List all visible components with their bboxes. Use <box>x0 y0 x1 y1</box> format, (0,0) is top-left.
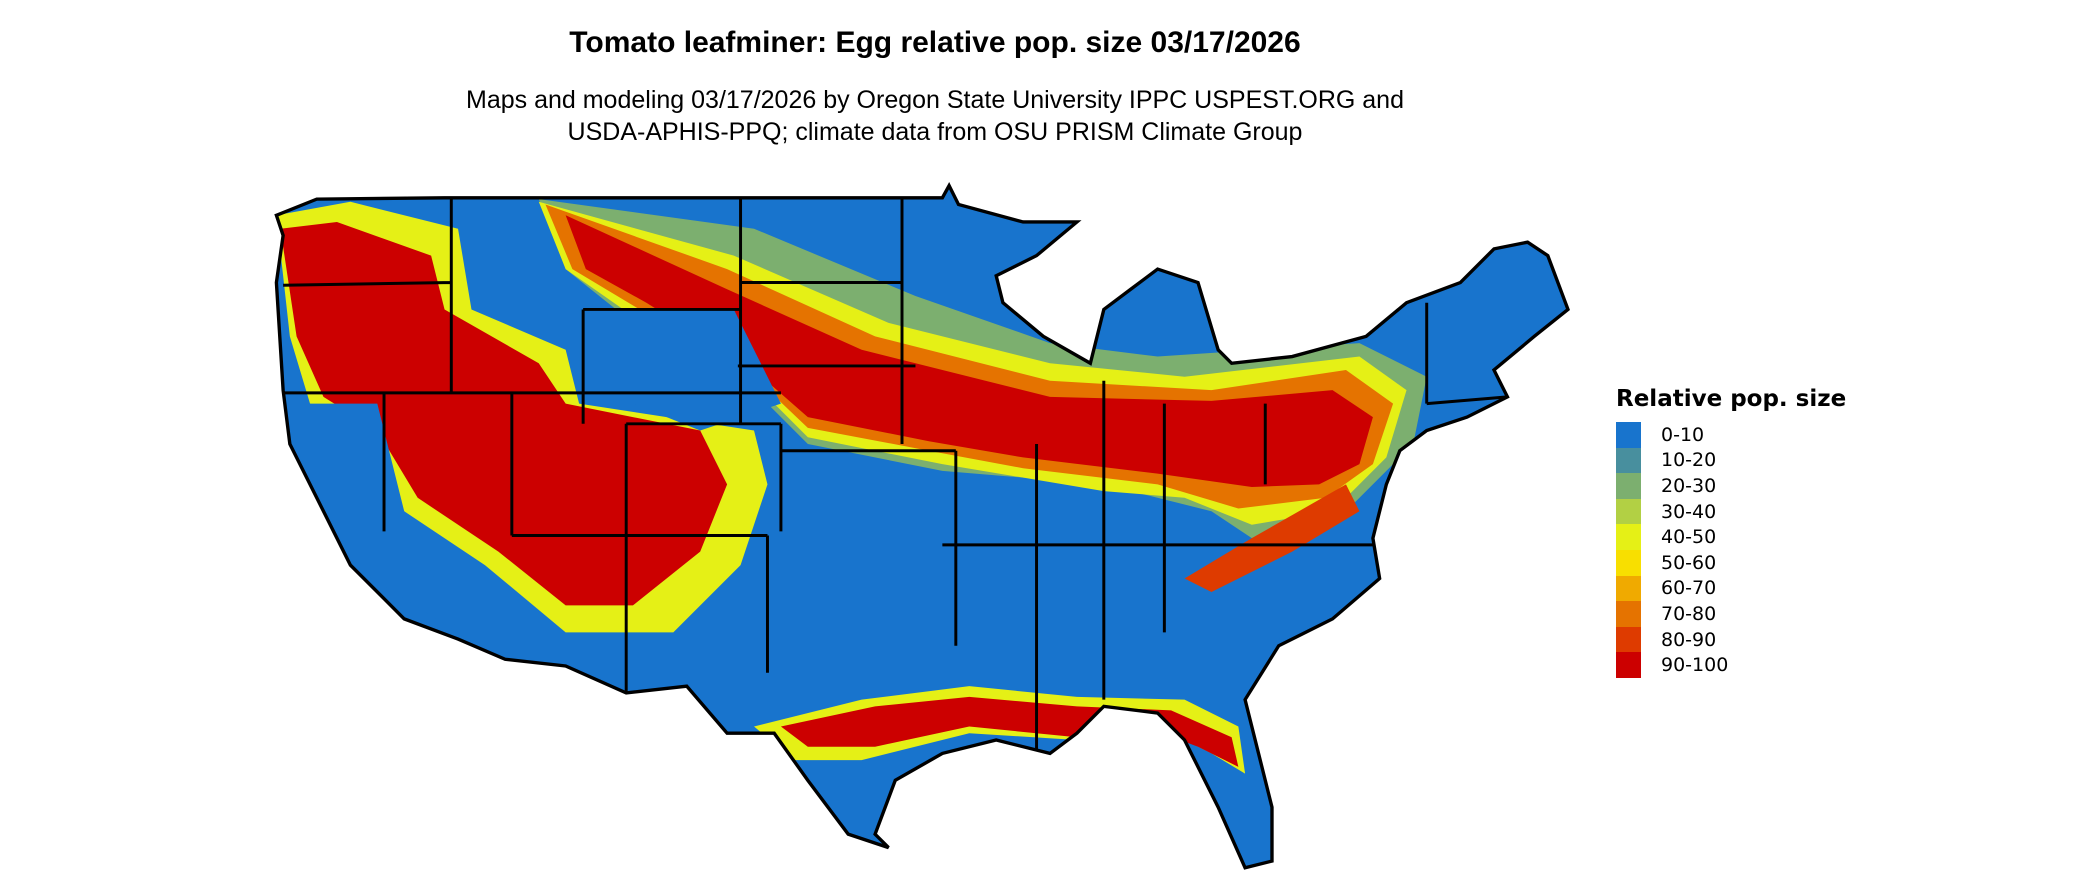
legend-swatch <box>1616 473 1641 499</box>
legend-label: 90-100 <box>1661 654 1729 677</box>
legend-item: 30-40 <box>1616 498 1846 525</box>
legend-label: 80-90 <box>1661 628 1717 651</box>
subtitle-line-1: Maps and modeling 03/17/2026 by Oregon S… <box>466 86 1404 114</box>
legend-swatch <box>1616 422 1641 448</box>
legend-item: 10-20 <box>1616 447 1846 474</box>
state-borders <box>283 199 1508 754</box>
subtitle-line-2: USDA-APHIS-PPQ; climate data from OSU PR… <box>567 118 1303 146</box>
legend-swatch <box>1616 549 1641 576</box>
legend-swatch <box>1616 601 1641 627</box>
legend-swatch <box>1616 447 1641 474</box>
legend-item: 70-80 <box>1616 601 1846 627</box>
legend-label: 0-10 <box>1661 423 1705 446</box>
legend-item: 60-70 <box>1616 575 1846 602</box>
legend-item: 20-30 <box>1616 473 1846 499</box>
legend-items: 0-10 10-20 20-30 30-40 40-50 50-60 60-70 70-80 8… <box>1616 422 1846 678</box>
zone-west-red <box>280 221 728 606</box>
legend-swatch <box>1616 626 1641 653</box>
legend-label: 40-50 <box>1661 526 1717 549</box>
legend-swatch <box>1616 575 1641 602</box>
legend: Relative pop. size 0-10 10-20 20-30 30-40 40… <box>1616 386 1846 678</box>
legend-label: 60-70 <box>1661 577 1717 600</box>
zone-west-blue-patch <box>579 309 781 431</box>
legend-item: 0-10 <box>1616 422 1846 448</box>
zone-90-100 <box>565 215 1373 488</box>
zone-west-blue-patch-2 <box>283 403 459 633</box>
legend-item: 40-50 <box>1616 524 1846 550</box>
legend-item: 50-60 <box>1616 549 1846 576</box>
map-subtitle: Maps and modeling 03/17/2026 by Oregon S… <box>0 84 1870 148</box>
legend-swatch <box>1616 524 1641 550</box>
legend-item: 80-90 <box>1616 626 1846 653</box>
zone-appalachian <box>1184 484 1360 592</box>
legend-label: 50-60 <box>1661 551 1717 574</box>
legend-label: 10-20 <box>1661 449 1717 472</box>
legend-label: 20-30 <box>1661 474 1717 497</box>
legend-label: 30-40 <box>1661 500 1717 523</box>
legend-swatch <box>1616 652 1641 678</box>
legend-title: Relative pop. size <box>1616 386 1847 412</box>
legend-label: 70-80 <box>1661 602 1717 625</box>
legend-swatch <box>1616 498 1641 525</box>
legend-item: 90-100 <box>1616 652 1846 678</box>
map-title: Tomato leafminer: Egg relative pop. size… <box>569 26 1301 59</box>
